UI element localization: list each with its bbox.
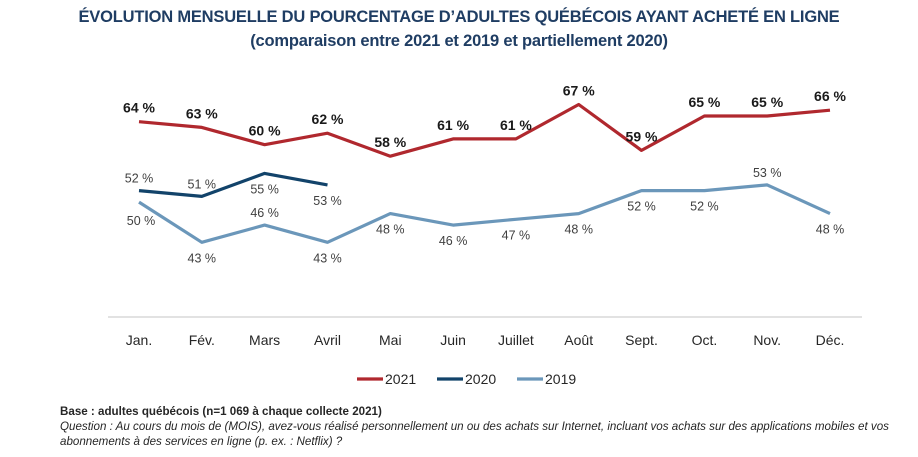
data-label-2019: 52 % xyxy=(627,200,656,214)
x-tick-label: Sept. xyxy=(625,332,658,348)
data-label-2020: 53 % xyxy=(313,194,342,208)
line-chart: 64 % 63 % 60 % 62 % 58 % 61 % 61 % 67 % 59 % 65 %… xyxy=(108,83,862,387)
data-label-2019: 48 % xyxy=(816,223,845,237)
legend-label-2020: 2020 xyxy=(465,371,496,387)
data-labels-layer: 64 % 63 % 60 % 62 % 58 % 61 % 61 % 67 % 59 % 65 %… xyxy=(123,83,846,266)
series-layer xyxy=(138,102,831,244)
chart-subtitle: (comparaison entre 2021 et 2019 et parti… xyxy=(250,32,668,50)
data-label-2021: 67 % xyxy=(563,83,595,99)
x-tick-label: Mars xyxy=(249,332,280,348)
x-tick-label: Nov. xyxy=(753,332,781,348)
data-label-2021: 64 % xyxy=(123,100,155,116)
series-line-2020 xyxy=(138,171,328,198)
data-label-2019: 50 % xyxy=(127,214,156,228)
series-line-2021 xyxy=(138,102,831,158)
data-label-2019: 43 % xyxy=(188,251,217,265)
x-tick-label: Oct. xyxy=(692,332,718,348)
x-tick-labels: Jan. Fév. Mars Avril Mai Juin Juillet Août Sept.… xyxy=(126,332,845,348)
x-tick-label: Jan. xyxy=(126,332,152,348)
x-tick-label: Juillet xyxy=(498,332,534,348)
legend-label-2021: 2021 xyxy=(385,371,416,387)
data-label-2020: 52 % xyxy=(125,172,154,186)
data-label-2021: 65 % xyxy=(751,94,783,110)
data-label-2021: 63 % xyxy=(186,105,218,121)
data-label-2021: 59 % xyxy=(626,128,658,144)
data-label-2019: 48 % xyxy=(564,223,593,237)
x-tick-label: Mai xyxy=(379,332,402,348)
data-label-2019: 43 % xyxy=(313,251,342,265)
footer-base-note: Base : adultes québécois (n=1 069 à chaq… xyxy=(60,405,382,418)
x-tick-label: Déc. xyxy=(816,332,845,348)
data-label-2019: 48 % xyxy=(376,223,405,237)
chart-title: ÉVOLUTION MENSUELLE DU POURCENTAGE D’ADU… xyxy=(78,8,840,26)
legend-label-2019: 2019 xyxy=(545,371,576,387)
data-label-2021: 61 % xyxy=(437,117,469,133)
data-label-2020: 55 % xyxy=(250,182,279,196)
series-line-2019 xyxy=(138,183,831,244)
x-tick-label: Fév. xyxy=(189,332,215,348)
data-label-2021: 66 % xyxy=(814,88,846,104)
data-label-2021: 61 % xyxy=(500,117,532,133)
data-label-2019: 46 % xyxy=(439,234,468,248)
data-label-2019: 53 % xyxy=(753,166,782,180)
data-label-2020: 51 % xyxy=(188,177,217,191)
data-label-2019: 46 % xyxy=(250,206,279,220)
x-tick-label: Août xyxy=(564,332,593,348)
data-label-2021: 58 % xyxy=(374,134,406,150)
data-label-2019: 52 % xyxy=(690,200,719,214)
x-tick-label: Avril xyxy=(314,332,341,348)
data-label-2021: 62 % xyxy=(312,111,344,127)
footer-question-note: Question : Au cours du mois de (MOIS), a… xyxy=(60,420,889,448)
data-label-2021: 60 % xyxy=(249,123,281,139)
legend: 2021 2020 2019 xyxy=(357,371,576,387)
x-tick-label: Juin xyxy=(440,332,466,348)
data-label-2019: 47 % xyxy=(502,228,531,242)
data-label-2021: 65 % xyxy=(688,94,720,110)
